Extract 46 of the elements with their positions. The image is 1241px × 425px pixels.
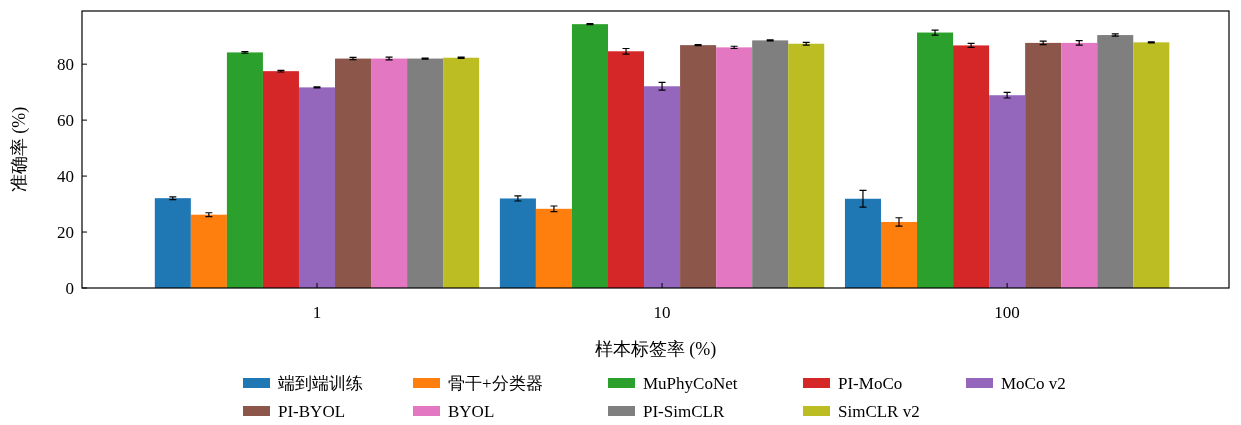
legend-label: 骨干+分类器: [448, 374, 543, 393]
bar: [335, 58, 372, 288]
legend-label: BYOL: [448, 402, 495, 421]
bar: [190, 214, 227, 288]
bar: [917, 32, 954, 288]
bar: [1097, 35, 1134, 288]
bar: [953, 45, 990, 288]
bar: [499, 198, 536, 288]
bar: [535, 208, 572, 288]
legend-label: SimCLR v2: [838, 402, 920, 421]
bar: [1061, 42, 1098, 288]
bar: [226, 52, 263, 288]
bar: [407, 58, 444, 288]
bar: [371, 58, 408, 288]
x-tick-label: 10: [653, 303, 671, 322]
bar: [880, 221, 918, 288]
y-tick-label: 20: [57, 223, 74, 243]
legend-label: PI-SimCLR: [643, 402, 725, 421]
bar: [154, 198, 191, 288]
bar: [571, 24, 608, 288]
bar: [680, 45, 717, 288]
y-axis-title: 准确率 (%): [9, 106, 30, 193]
x-axis-title: 样本标签率 (%): [594, 339, 717, 360]
bar: [844, 198, 881, 288]
bar: [788, 43, 825, 288]
bar: [989, 95, 1026, 288]
y-tick-label: 0: [65, 279, 74, 298]
bar: [752, 40, 789, 288]
bar: [262, 71, 299, 288]
y-tick-label: 80: [57, 55, 74, 75]
bar: [1025, 42, 1062, 288]
legend-label: MuPhyCoNet: [643, 374, 738, 393]
legend-label: 端到端训练: [278, 374, 363, 393]
bar: [1133, 42, 1170, 288]
bar: [644, 86, 681, 288]
legend-label: PI-MoCo: [838, 374, 903, 393]
bar: [608, 51, 645, 288]
bar: [298, 87, 336, 288]
x-tick-label: 100: [994, 303, 1020, 322]
bar: [716, 47, 753, 288]
x-tick-label: 1: [312, 303, 322, 322]
y-tick-label: 60: [57, 111, 74, 131]
legend-label: PI-BYOL: [278, 402, 346, 421]
bar: [443, 57, 480, 288]
legend-label: MoCo v2: [1001, 374, 1066, 393]
y-tick-label: 40: [57, 167, 74, 187]
